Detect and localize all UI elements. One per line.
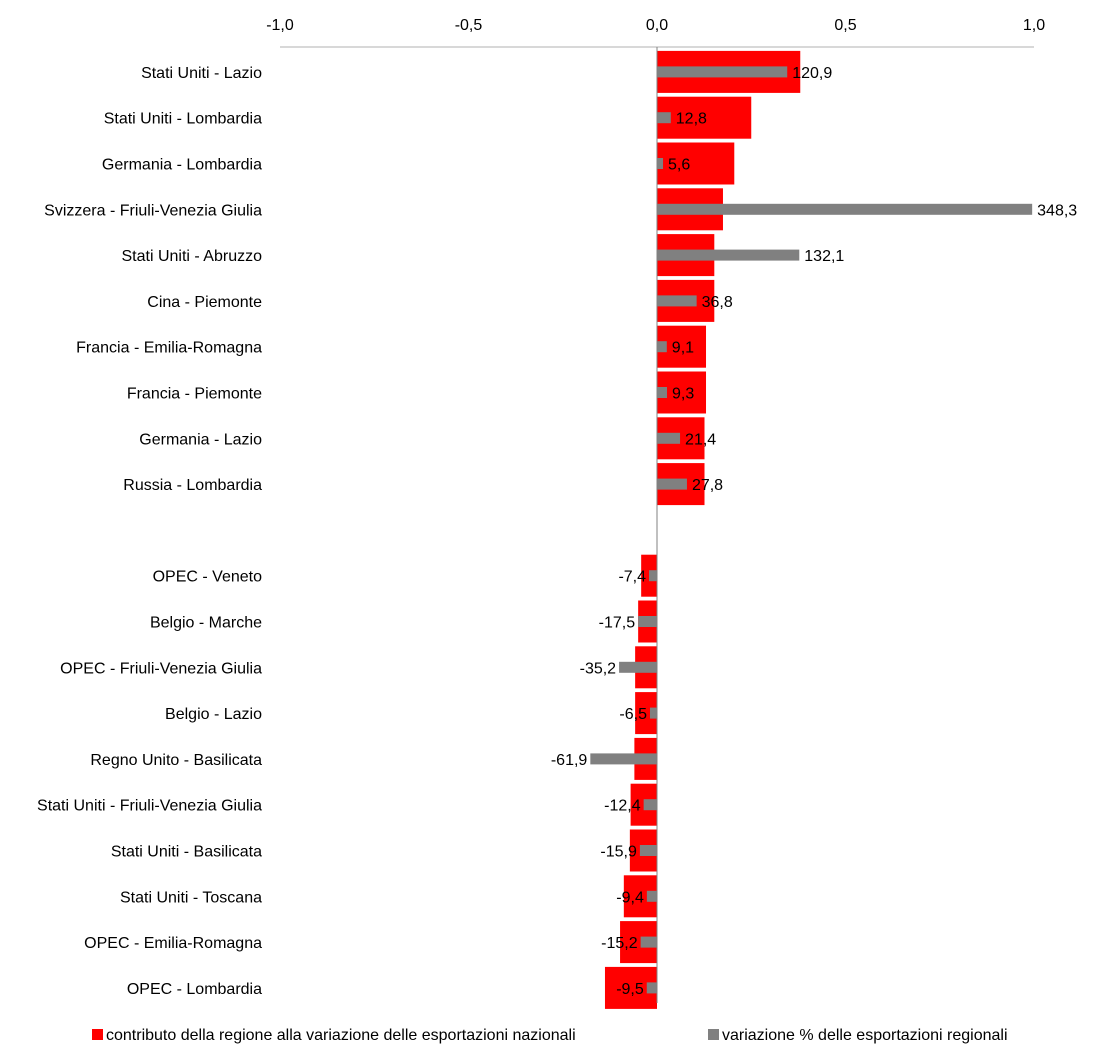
data-label: -12,4 (604, 798, 641, 815)
data-label: 12,8 (676, 111, 707, 128)
category-label: Belgio - Lazio (165, 706, 262, 723)
category-label: OPEC - Lombardia (127, 981, 262, 998)
variation-bar (657, 432, 681, 444)
x-tick-label: -1,0 (266, 17, 294, 34)
category-label: Belgio - Marche (150, 615, 262, 632)
category-label: OPEC - Emilia-Romagna (84, 935, 262, 952)
data-label: 27,8 (692, 477, 723, 494)
category-label: Stati Uniti - Friuli-Venezia Giulia (37, 798, 262, 815)
legend-swatch-variation (708, 1029, 719, 1040)
variation-bar (649, 707, 657, 719)
variation-bar (646, 890, 657, 902)
variation-bar (657, 295, 697, 307)
category-label: Stati Uniti - Lombardia (104, 111, 262, 128)
category-label: OPEC - Veneto (153, 569, 262, 586)
data-label: 36,8 (702, 294, 733, 311)
variation-bar (640, 936, 657, 948)
data-label: -61,9 (551, 752, 588, 769)
data-label: -6,5 (619, 706, 647, 723)
legend-label-contribution: contributo della regione alla variazione… (106, 1027, 576, 1044)
category-label: Francia - Emilia-Romagna (76, 340, 262, 357)
variation-bar (657, 158, 664, 169)
data-label: -15,9 (600, 844, 637, 861)
data-label: 120,9 (792, 65, 832, 82)
data-label: 132,1 (804, 248, 844, 265)
x-tick-label: -0,5 (455, 17, 483, 34)
data-label: 348,3 (1037, 202, 1077, 219)
contribution-bar (635, 692, 657, 735)
data-label: -9,5 (616, 981, 644, 998)
category-label: Germania - Lazio (139, 431, 262, 448)
x-tick-label: 0,0 (646, 17, 668, 34)
variation-bar (643, 799, 657, 811)
data-label: 5,6 (668, 157, 690, 174)
variation-bar (657, 203, 1033, 215)
data-label: 21,4 (685, 431, 716, 448)
category-label: Stati Uniti - Basilicata (111, 844, 262, 861)
x-tick-label: 1,0 (1023, 17, 1045, 34)
data-label: -15,2 (601, 935, 638, 952)
variation-bar (657, 249, 800, 261)
variation-bar (590, 753, 657, 765)
legend-label-variation: variazione % delle esportazioni regional… (722, 1027, 1008, 1044)
x-tick-label: 0,5 (834, 17, 856, 34)
category-label: Cina - Piemonte (147, 294, 262, 311)
variation-bar (657, 112, 671, 124)
data-label: -35,2 (580, 660, 617, 677)
category-label: Svizzera - Friuli-Venezia Giulia (44, 202, 262, 219)
variation-bar (619, 661, 657, 673)
variation-bar (638, 616, 657, 627)
category-label: Germania - Lombardia (102, 157, 262, 174)
data-label: -7,4 (618, 569, 646, 586)
variation-bar (657, 341, 667, 353)
category-label: Stati Uniti - Abruzzo (122, 248, 263, 265)
category-label: Stati Uniti - Toscana (120, 889, 262, 906)
category-label: OPEC - Friuli-Venezia Giulia (60, 660, 262, 677)
data-label: -9,4 (616, 889, 644, 906)
category-label: Francia - Piemonte (127, 386, 262, 403)
variation-bar (657, 478, 687, 490)
category-label: Stati Uniti - Lazio (141, 65, 262, 82)
variation-bar (646, 982, 657, 994)
variation-bar (657, 66, 788, 78)
variation-bar (649, 570, 657, 582)
variation-bar (639, 845, 657, 856)
data-label: -17,5 (599, 615, 636, 632)
legend-swatch-contribution (92, 1029, 103, 1040)
variation-bar (657, 387, 668, 398)
contribution-bar (657, 142, 735, 185)
category-label: Russia - Lombardia (123, 477, 262, 494)
contribution-bar (657, 96, 752, 139)
data-label: 9,1 (672, 340, 694, 357)
data-label: 9,3 (672, 386, 694, 403)
category-label: Regno Unito - Basilicata (90, 752, 262, 769)
